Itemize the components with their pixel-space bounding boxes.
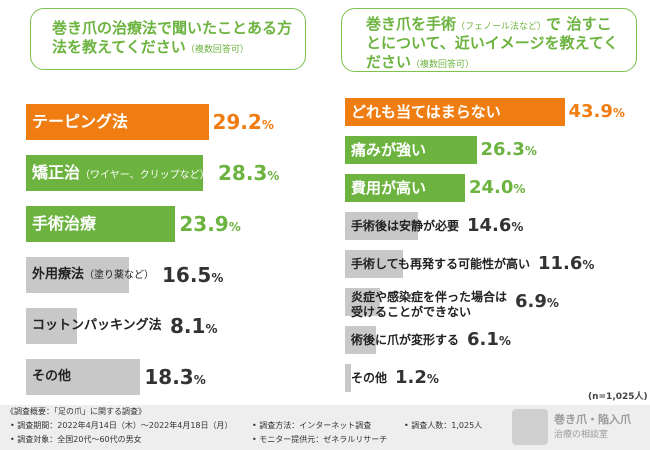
bar-label: 術後に爪が変形する	[351, 333, 460, 347]
bar-value: 16.5%	[162, 263, 224, 287]
foot-icon	[512, 409, 548, 445]
right-question-bubble	[341, 8, 637, 72]
survey-period: • 調査期間：2022年4月14日（木）〜2022年4月18日（月）	[10, 421, 233, 430]
survey-target: • 調査対象：全国20代〜60代の男女	[10, 435, 142, 444]
bar-value: 23.9%	[179, 212, 241, 236]
right-question-note-1: （フェノール法など）	[456, 22, 547, 32]
bar-label: 手術後は安静が必要	[351, 219, 460, 233]
bar-label: 矯正治（ワイヤー、クリップなど）	[32, 163, 210, 182]
survey-count: • 調査人数：1,025人	[404, 421, 483, 430]
right-question-text-1: 巻き爪を手術	[366, 15, 457, 33]
bar	[345, 250, 403, 278]
bar	[345, 326, 376, 354]
survey-provider: • モニター提供元：ゼネラルリサーチ	[252, 435, 388, 444]
bar	[345, 136, 477, 164]
left-question-bubble	[30, 8, 306, 70]
bar	[26, 308, 77, 344]
bar-value: 8.1%	[170, 314, 218, 338]
right-question-text-1b: で	[546, 15, 562, 33]
right-question-note-2: （複数回答可）	[411, 60, 475, 71]
bar-label: 炎症や感染症を伴った場合は 受けることができない	[351, 290, 508, 319]
bar-value: 6.9%	[515, 291, 559, 312]
sample-size: (n=1,025人)	[588, 392, 648, 402]
right-question: 巻き爪を手術（フェノール法など）で 治すことについて、近いイメージを教えてくださ…	[366, 14, 626, 72]
bar	[345, 212, 418, 240]
bar-value: 24.0%	[469, 177, 526, 198]
bar-label: 痛みが強い	[351, 141, 427, 159]
bar	[26, 359, 141, 395]
bar-value: 6.1%	[467, 329, 511, 350]
survey-overview: 《調査概要：「足の爪」に関する調査》	[6, 407, 146, 416]
bar	[345, 98, 565, 126]
bar	[26, 155, 203, 191]
bar-value: 26.3%	[480, 139, 537, 160]
left-question-text: 巻き爪の治療法で聞いたことある方法を教えてください	[52, 19, 293, 57]
right-question-text-2: 治すことについて、近いイメージを教えてください	[366, 15, 619, 72]
clinic-logo: 巻き爪・陥入爪 治療の相談室	[512, 409, 642, 445]
bar	[345, 174, 465, 202]
bar-value: 29.2%	[212, 110, 274, 134]
bar-label: 手術治療	[32, 214, 97, 233]
bar-label: テーピング法	[32, 112, 129, 131]
survey-method: • 調査方法：インターネット調査	[252, 421, 372, 430]
bar-label: 手術しても再発する可能性が高い	[351, 257, 531, 271]
left-question-note: （複数回答可）	[185, 45, 249, 56]
bar-value: 28.3%	[218, 161, 280, 185]
logo-subtitle: 治療の相談室	[554, 430, 609, 440]
bar-label: 外用療法（塗り薬など）	[32, 267, 155, 282]
right-bar-chart: どれも当てはまらない 43.9% 痛みが強い 26.3% 費用が高い 24.0% 手術後は安…	[345, 98, 625, 392]
bar	[26, 206, 176, 242]
bar-value: 43.9%	[568, 101, 625, 122]
bar-label: どれも当てはまらない	[351, 103, 501, 121]
bar-value: 11.6%	[538, 253, 595, 274]
bar-label: コットンパッキング法	[32, 318, 162, 333]
bar	[26, 104, 209, 140]
bar-label: その他	[32, 369, 72, 384]
bar	[345, 288, 380, 316]
bar-value: 18.3%	[144, 365, 206, 389]
bar	[345, 364, 351, 392]
bar-value: 1.2%	[395, 367, 439, 388]
bar	[26, 257, 130, 293]
bar-value: 14.6%	[467, 215, 524, 236]
bar-label: 費用が高い	[351, 179, 427, 197]
left-question: 巻き爪の治療法で聞いたことある方法を教えてください（複数回答可）	[52, 18, 298, 56]
left-bar-chart: テーピング法 29.2% 矯正治（ワイヤー、クリップなど） 28.3% 手術治療 23.9…	[0, 0, 330, 400]
bar-label: その他	[351, 371, 388, 385]
logo-title: 巻き爪・陥入爪	[554, 413, 631, 426]
